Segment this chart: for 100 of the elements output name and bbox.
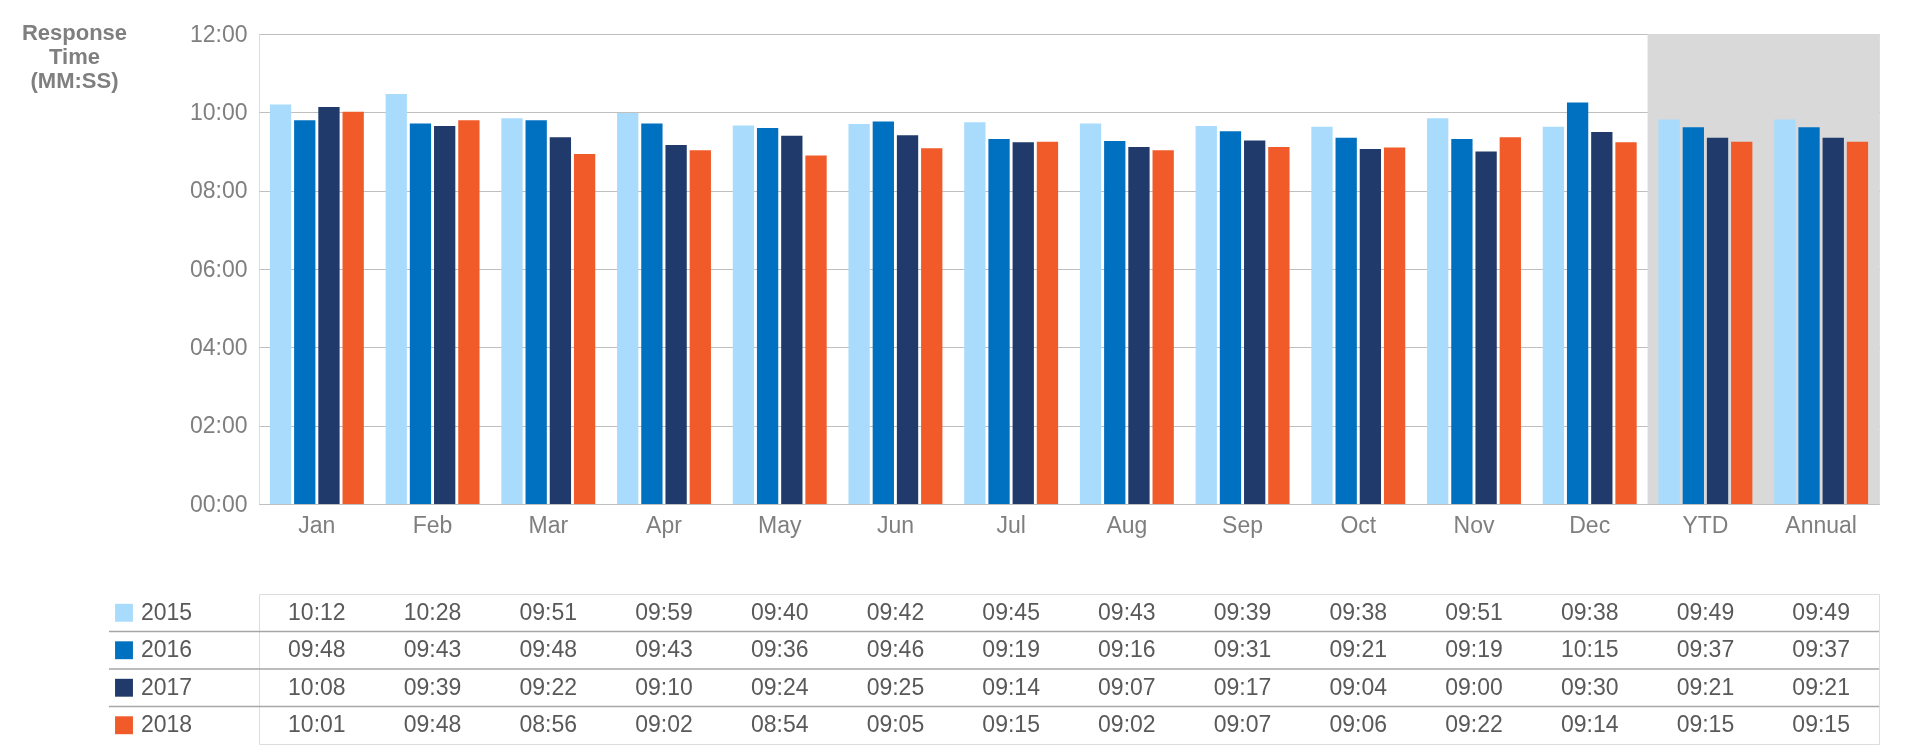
bar <box>1152 150 1174 504</box>
data-label: 09:51 <box>1445 598 1503 625</box>
bar <box>1128 146 1150 504</box>
bar <box>617 113 639 504</box>
bar <box>1846 141 1869 504</box>
bar <box>896 135 919 504</box>
bar <box>342 111 364 504</box>
data-label: 09:15 <box>982 711 1040 738</box>
legend-label: 2017 <box>141 673 193 700</box>
data-label: 09:38 <box>1329 598 1388 625</box>
x-tick-label: Sep <box>1222 511 1264 538</box>
bar <box>848 124 870 504</box>
bar <box>1079 123 1102 504</box>
bar <box>1566 102 1589 504</box>
data-label: 09:15 <box>1792 711 1850 738</box>
y-tick-label: 10:00 <box>189 98 248 125</box>
y-tick-label: 04:00 <box>189 333 248 360</box>
data-label: 10:08 <box>288 673 346 700</box>
data-label: 09:43 <box>403 636 462 663</box>
bar <box>1335 137 1357 504</box>
bar <box>1104 141 1126 504</box>
y-tick-label: 06:00 <box>189 255 248 282</box>
bar <box>1682 127 1704 504</box>
bar <box>501 118 523 504</box>
data-label: 10:15 <box>1560 636 1619 663</box>
data-label: 10:01 <box>288 711 346 738</box>
bar <box>1731 141 1753 504</box>
data-label: 09:48 <box>519 636 578 663</box>
data-label: 09:14 <box>982 673 1041 700</box>
bar <box>1706 137 1729 504</box>
data-label: 09:15 <box>1676 711 1735 738</box>
bar <box>525 120 547 504</box>
bar <box>573 154 596 504</box>
data-label: 09:19 <box>1445 636 1503 663</box>
data-label: 09:31 <box>1213 636 1272 663</box>
bar <box>1268 146 1290 504</box>
bar <box>1475 151 1497 504</box>
y-tick-label: 08:00 <box>189 177 248 204</box>
data-label: 09:38 <box>1560 598 1619 625</box>
bar <box>549 137 572 504</box>
data-label: 09:06 <box>1329 711 1388 738</box>
data-label: 09:42 <box>866 598 925 625</box>
data-label: 10:12 <box>288 598 346 625</box>
x-tick-label: Oct <box>1340 511 1377 538</box>
x-tick-label: Aug <box>1106 511 1148 538</box>
data-label: 09:37 <box>1792 636 1850 663</box>
bar <box>641 123 663 504</box>
bar <box>1359 148 1382 504</box>
bar <box>318 107 340 504</box>
data-label: 09:19 <box>982 636 1040 663</box>
bar <box>689 150 711 504</box>
bar <box>1012 142 1034 504</box>
bar <box>1383 147 1406 504</box>
x-tick-label: Nov <box>1453 511 1495 538</box>
bar <box>805 155 827 504</box>
bar <box>1822 137 1844 504</box>
bar <box>665 144 687 504</box>
x-tick-label: YTD <box>1682 511 1729 538</box>
data-label: 08:56 <box>519 711 578 738</box>
bar <box>781 135 803 504</box>
bar <box>756 128 779 504</box>
data-label: 09:16 <box>1098 636 1156 663</box>
bar <box>434 126 456 504</box>
data-label: 09:22 <box>1445 711 1503 738</box>
data-label: 09:39 <box>403 673 462 700</box>
data-label: 09:25 <box>866 673 925 700</box>
data-label: 08:54 <box>750 711 809 738</box>
bar <box>1451 139 1473 504</box>
data-label: 09:46 <box>866 636 925 663</box>
x-tick-label: Apr <box>646 511 683 538</box>
data-label: 09:59 <box>635 598 693 625</box>
data-label: 09:51 <box>519 598 578 625</box>
data-label: 09:39 <box>1213 598 1272 625</box>
bar <box>1542 126 1565 504</box>
data-label: 09:14 <box>1560 711 1619 738</box>
data-label: 09:07 <box>1098 673 1156 700</box>
bar <box>1244 140 1266 504</box>
bar <box>732 125 755 504</box>
legend-label: 2016 <box>141 636 193 663</box>
data-label: 09:45 <box>982 598 1040 625</box>
y-axis-title: Response Time (MM:SS) <box>21 19 128 93</box>
bar <box>1219 131 1242 504</box>
x-tick-label: Jul <box>996 511 1026 538</box>
legend-label: 2015 <box>141 598 193 625</box>
x-tick-label: Dec <box>1569 511 1611 538</box>
data-label: 09:04 <box>1329 673 1388 700</box>
y-tick-label: 12:00 <box>189 20 248 47</box>
data-label: 09:36 <box>750 636 809 663</box>
bar <box>409 123 432 504</box>
x-tick-label: Jan <box>298 511 336 538</box>
bar <box>1798 127 1820 504</box>
data-label: 09:30 <box>1560 673 1619 700</box>
bar <box>269 104 292 504</box>
legend-label: 2018 <box>141 711 193 738</box>
data-label: 09:05 <box>866 711 925 738</box>
bar <box>1195 126 1217 504</box>
bar <box>385 94 407 504</box>
data-label: 09:43 <box>1098 598 1156 625</box>
data-label: 09:43 <box>635 636 693 663</box>
x-tick-label: May <box>757 511 802 538</box>
